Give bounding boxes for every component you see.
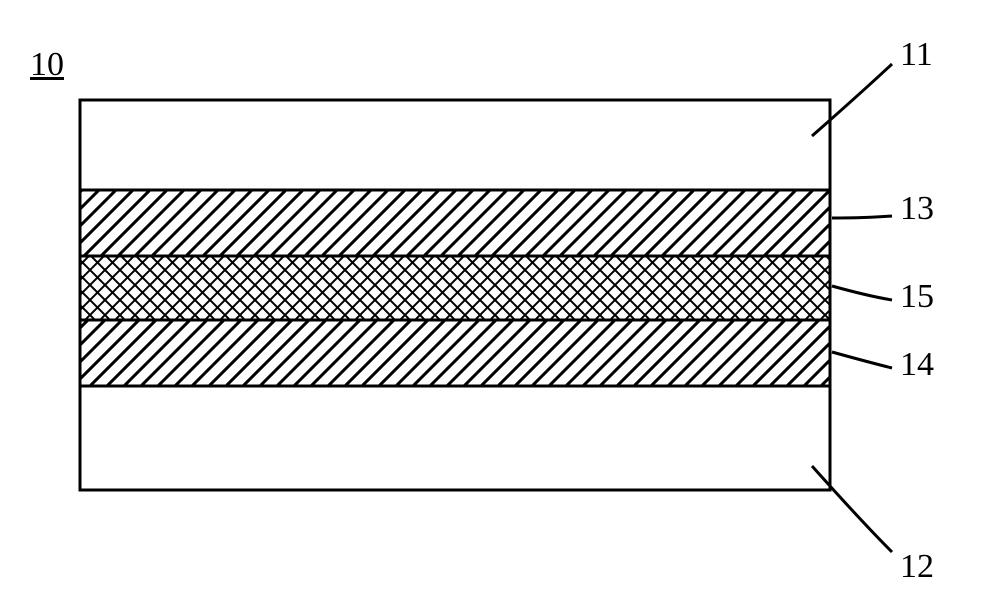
leader-12 [812, 466, 892, 552]
label-12: 12 [900, 548, 934, 586]
layer-14 [80, 320, 830, 386]
layer-11 [80, 100, 830, 190]
layer-15 [80, 256, 830, 320]
layer-stack-diagram [0, 0, 1000, 612]
leader-15 [832, 286, 892, 300]
label-14: 14 [900, 346, 934, 384]
label-11: 11 [900, 36, 933, 74]
label-15: 15 [900, 278, 934, 316]
leader-13 [832, 216, 892, 218]
diagram-canvas: 10 1113151412 [0, 0, 1000, 612]
layer-13 [80, 190, 830, 256]
label-13: 13 [900, 190, 934, 228]
layer-12 [80, 386, 830, 490]
leader-14 [832, 352, 892, 368]
